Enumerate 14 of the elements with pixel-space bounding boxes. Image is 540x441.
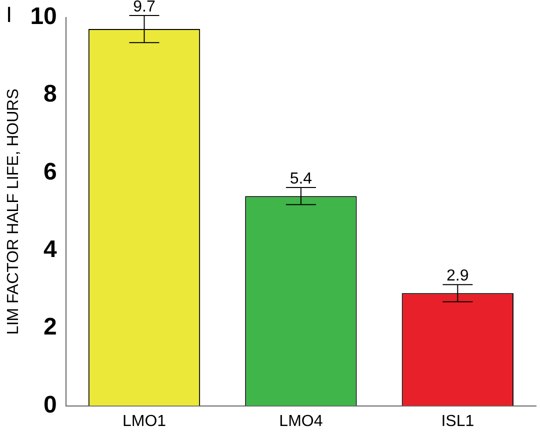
y-tick-label: 10: [30, 3, 57, 30]
y-tick-label: 6: [44, 158, 57, 186]
x-tick-label: LMO4: [279, 412, 323, 430]
x-tick-label: LMO1: [122, 412, 166, 430]
y-axis-title: LIM FACTOR HALF LIFE, HOURS: [5, 88, 22, 335]
x-tick-label: ISL1: [441, 412, 474, 430]
data-label: 5.4: [290, 170, 312, 188]
text: I: [6, 2, 12, 28]
y-tick-label: 2: [44, 314, 57, 341]
y-tick-label: 4: [44, 236, 58, 264]
y-tick-label: 8: [44, 80, 57, 108]
data-label: 2.9: [446, 268, 469, 285]
data-label: 9.7: [133, 0, 156, 16]
y-tick-label: 0: [44, 391, 57, 418]
